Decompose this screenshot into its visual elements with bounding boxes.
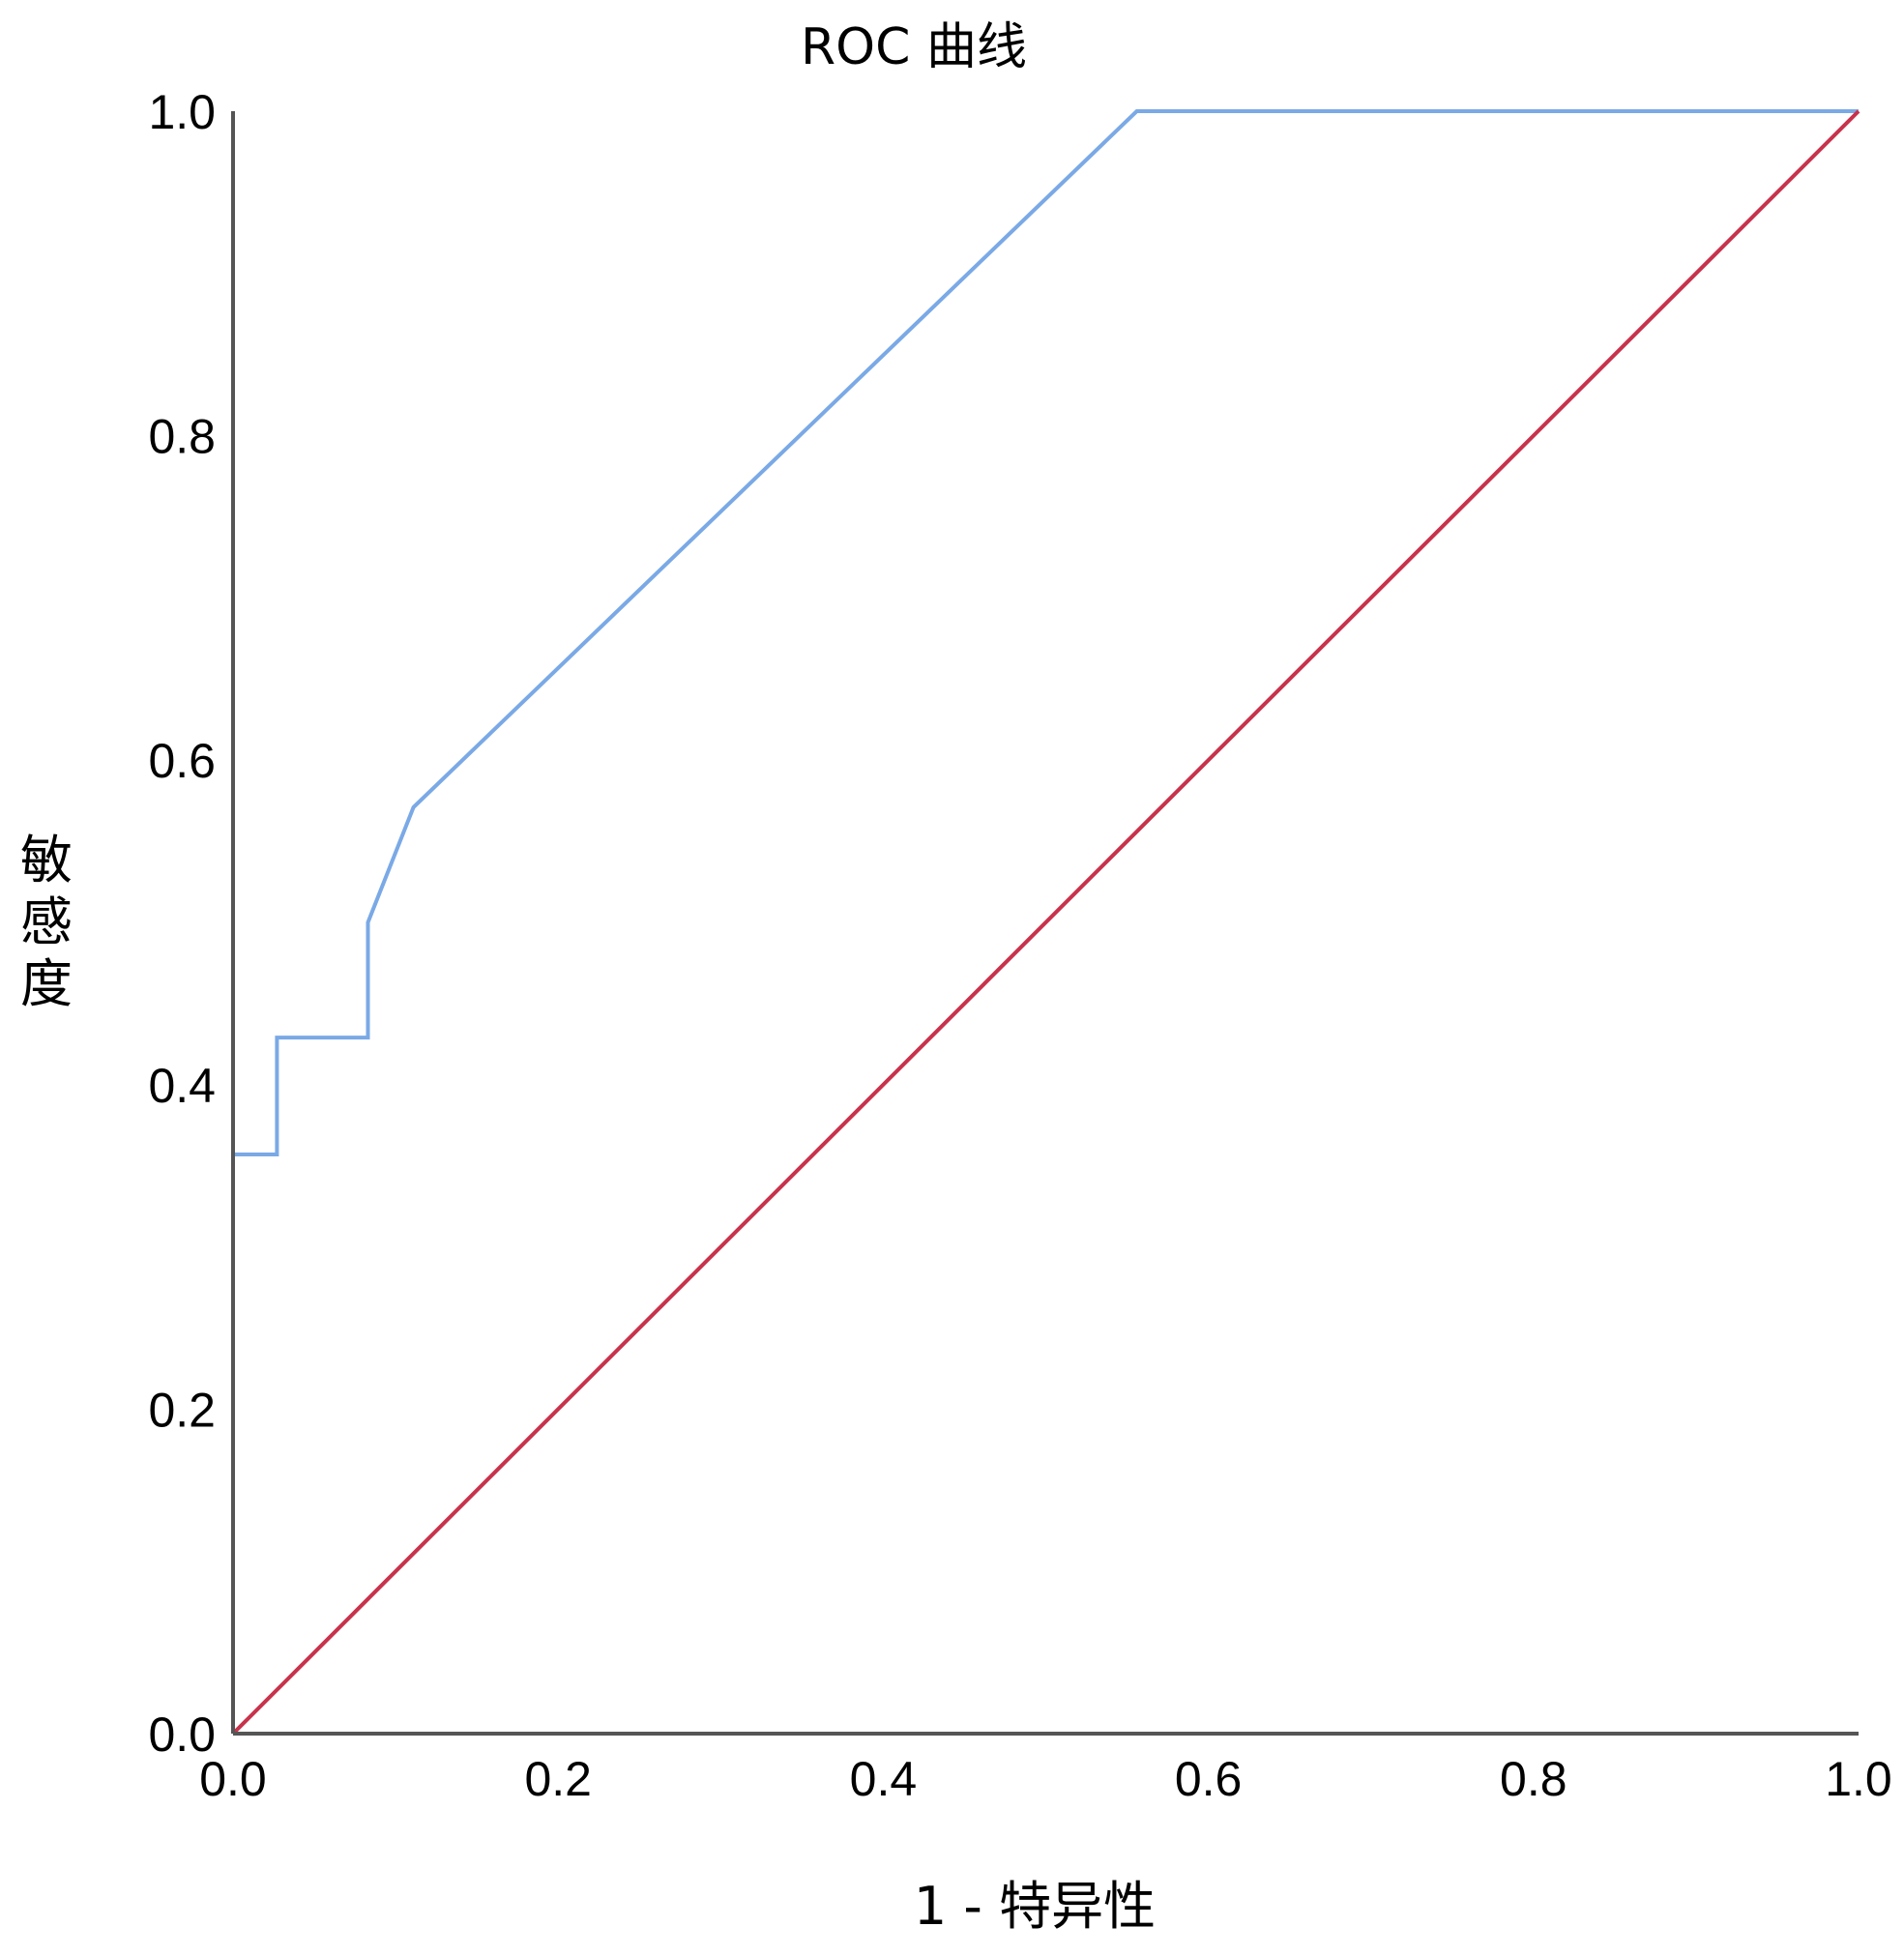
series-layer	[231, 109, 1860, 1736]
x-tick-label: 0.4	[850, 1752, 918, 1806]
y-tick-label: 0.0	[148, 1708, 216, 1762]
y-tick-label: 0.4	[148, 1059, 216, 1113]
y-axis-label-char: 敏	[20, 830, 73, 890]
reference-diagonal-line	[231, 109, 1860, 1736]
y-axis-label-char: 感	[20, 891, 73, 952]
y-axis-label-char: 度	[20, 953, 73, 1014]
x-tick-label: 0.6	[1175, 1752, 1243, 1806]
x-tick-label: 0.8	[1500, 1752, 1567, 1806]
roc-curve-line	[231, 109, 1859, 1734]
chart-title: ROC 曲线	[801, 18, 1027, 76]
y-tick-label: 0.8	[148, 410, 216, 464]
y-axis-label: 敏感度	[20, 830, 73, 1014]
x-tick-label: 1.0	[1825, 1752, 1892, 1806]
x-tick-label: 0.0	[199, 1752, 267, 1806]
x-tick-label: 0.2	[524, 1752, 592, 1806]
y-tick-label: 0.6	[148, 734, 216, 788]
x-axis-label: 1 - 特异性	[914, 1876, 1156, 1937]
y-tick-label: 0.2	[148, 1383, 216, 1437]
x-tick-labels: 0.0 0.2 0.4 0.6 0.8 1.0	[199, 1752, 1892, 1806]
y-tick-labels: 0.0 0.2 0.4 0.6 0.8 1.0	[148, 85, 216, 1762]
y-tick-label: 1.0	[148, 85, 216, 139]
